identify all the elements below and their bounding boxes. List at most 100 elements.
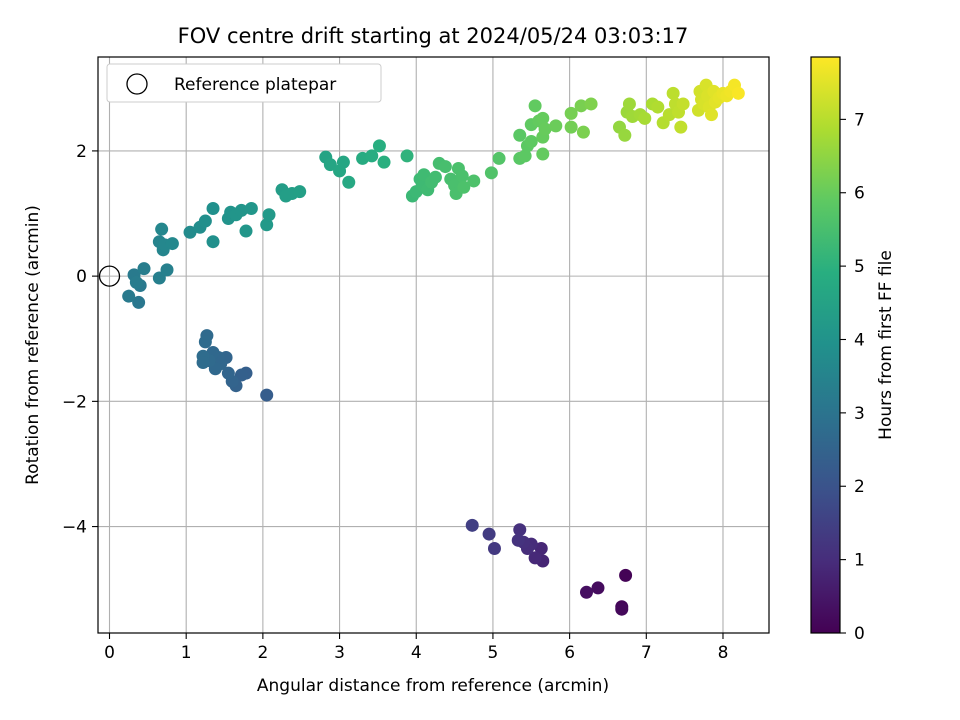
data-point xyxy=(528,551,542,565)
data-point xyxy=(564,106,578,120)
data-point xyxy=(152,271,166,285)
colorbar: 0 1 2 3 4 5 6 7 Hours from first FF file xyxy=(810,56,896,644)
data-point xyxy=(122,289,136,303)
data-point xyxy=(129,275,143,289)
data-point xyxy=(206,235,220,249)
data-point xyxy=(513,523,527,537)
data-point xyxy=(584,97,598,111)
data-point xyxy=(487,541,501,555)
x-tick-label: 0 xyxy=(104,643,115,663)
data-point xyxy=(323,158,337,172)
data-point xyxy=(342,175,356,189)
chart-title: FOV centre drift starting at 2024/05/24 … xyxy=(178,24,689,48)
data-point xyxy=(492,151,506,165)
data-point xyxy=(183,225,197,239)
colorbar-tick-label: 4 xyxy=(854,330,865,350)
data-point xyxy=(513,128,527,142)
data-point xyxy=(538,122,552,136)
data-point xyxy=(239,224,253,238)
data-point xyxy=(467,174,481,188)
y-tick-label: −4 xyxy=(62,518,87,538)
legend-box xyxy=(106,63,382,103)
data-point xyxy=(536,147,550,161)
data-point xyxy=(198,214,212,228)
data-point xyxy=(622,97,636,111)
data-point xyxy=(666,86,680,100)
data-point xyxy=(221,366,235,380)
data-point xyxy=(400,149,414,163)
data-point xyxy=(619,568,633,582)
data-point xyxy=(574,99,588,113)
data-point xyxy=(160,263,174,277)
data-point xyxy=(704,108,718,122)
x-tick-label: 8 xyxy=(718,643,729,663)
grid xyxy=(98,57,769,633)
data-point xyxy=(372,139,386,153)
data-point xyxy=(618,128,632,142)
data-point xyxy=(206,202,220,216)
data-point xyxy=(137,262,151,276)
data-point xyxy=(676,97,690,111)
data-point xyxy=(638,111,652,125)
data-point xyxy=(511,533,525,547)
data-point xyxy=(591,581,605,595)
colorbar-tick-label: 0 xyxy=(854,624,865,644)
data-point xyxy=(524,135,538,149)
data-point xyxy=(564,120,578,134)
y-axis-label: Rotation from reference (arcmin) xyxy=(23,205,43,485)
data-point xyxy=(244,202,258,216)
data-point xyxy=(165,237,179,251)
legend-label: Reference platepar xyxy=(174,75,336,95)
data-point xyxy=(615,602,629,616)
data-point xyxy=(482,527,496,541)
colorbar-tick-label: 1 xyxy=(854,551,865,571)
colorbar-tick-label: 3 xyxy=(854,404,865,424)
data-point xyxy=(234,203,248,217)
colorbar-tick-label: 5 xyxy=(854,257,865,277)
plot-frame xyxy=(97,56,770,634)
x-tick-label: 1 xyxy=(181,643,192,663)
y-tick-label: 2 xyxy=(76,142,87,162)
data-point xyxy=(196,356,210,370)
data-point xyxy=(484,166,498,180)
y-tick-label: 0 xyxy=(76,267,87,287)
legend: Reference platepar xyxy=(106,63,382,103)
data-point xyxy=(534,541,548,555)
data-point xyxy=(132,295,146,309)
reference-marker xyxy=(98,265,121,287)
scatter-points xyxy=(122,78,745,616)
data-point xyxy=(365,149,379,163)
x-axis-label: Angular distance from reference (arcmin) xyxy=(257,676,609,696)
data-point xyxy=(198,335,212,349)
data-point xyxy=(465,518,479,532)
data-point xyxy=(155,222,169,236)
data-point xyxy=(731,86,745,100)
x-axis: 0 1 2 3 4 5 6 7 8 xyxy=(104,633,728,663)
data-point xyxy=(549,119,563,133)
x-tick-label: 7 xyxy=(641,643,652,663)
colorbar-tick-label: 2 xyxy=(854,477,865,497)
data-point xyxy=(438,160,452,174)
data-point xyxy=(262,208,276,222)
reference-point xyxy=(98,265,121,287)
data-point xyxy=(260,388,274,402)
x-tick-label: 4 xyxy=(411,643,422,663)
data-point xyxy=(455,169,469,183)
data-point xyxy=(234,368,248,382)
data-point xyxy=(674,120,688,134)
colorbar-tick-label: 7 xyxy=(854,110,865,130)
y-axis: −4 −2 0 2 xyxy=(62,142,98,538)
colorbar-ticks: 0 1 2 3 4 5 6 7 xyxy=(840,110,865,644)
data-point xyxy=(293,185,307,199)
data-point xyxy=(579,585,593,599)
data-point xyxy=(377,155,391,169)
colorbar-label: Hours from first FF file xyxy=(876,250,896,440)
data-point xyxy=(428,170,442,184)
data-point xyxy=(651,100,665,114)
data-point xyxy=(336,155,350,169)
x-tick-label: 6 xyxy=(564,643,575,663)
legend-marker xyxy=(126,73,148,95)
colorbar-gradient xyxy=(810,56,841,634)
data-point xyxy=(518,149,532,163)
